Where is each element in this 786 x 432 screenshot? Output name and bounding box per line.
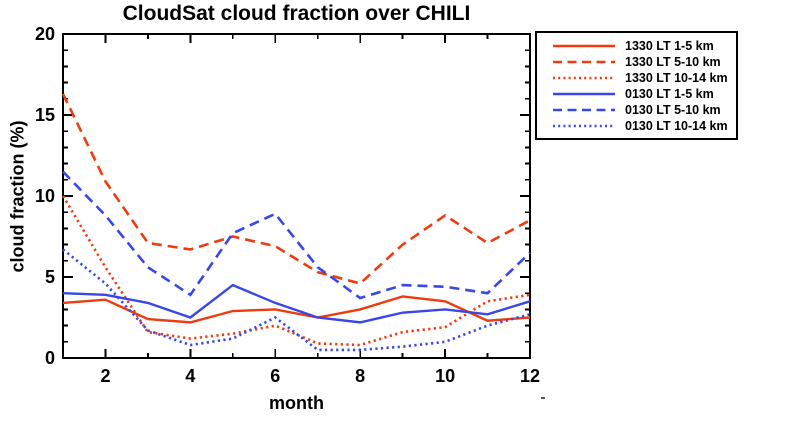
series-line-0 bbox=[62, 295, 531, 324]
legend-item: 1330 LT 10-14 km bbox=[551, 70, 736, 86]
x-tick-label: 4 bbox=[185, 366, 195, 386]
legend-item: 1330 LT 5-10 km bbox=[551, 54, 736, 70]
legend: 1330 LT 1-5 km 1330 LT 5-10 km 1330 LT 1… bbox=[535, 31, 738, 140]
y-tick-label: 15 bbox=[35, 105, 55, 125]
x-tick-label: 2 bbox=[100, 366, 110, 386]
legend-sample-line bbox=[553, 92, 615, 96]
legend-item: 0130 LT 1-5 km bbox=[551, 86, 736, 102]
legend-label: 0130 LT 1-5 km bbox=[625, 87, 714, 101]
legend-label: 0130 LT 10-14 km bbox=[625, 119, 728, 133]
legend-item: 0130 LT 10-14 km bbox=[551, 118, 736, 134]
legend-label: 1330 LT 5-10 km bbox=[625, 55, 721, 69]
y-tick-label: 0 bbox=[45, 348, 55, 368]
stray-mark bbox=[541, 397, 545, 399]
series-line-4 bbox=[62, 170, 531, 300]
legend-sample-line bbox=[553, 124, 615, 128]
axis-ticks bbox=[62, 33, 531, 359]
series-line-1 bbox=[61, 93, 531, 285]
legend-item: 0130 LT 5-10 km bbox=[551, 102, 736, 118]
legend-label: 1330 LT 10-14 km bbox=[625, 71, 728, 85]
series-line-2 bbox=[61, 195, 531, 347]
x-tick-label: 10 bbox=[435, 366, 455, 386]
legend-sample-line bbox=[553, 76, 615, 80]
legend-label: 0130 LT 5-10 km bbox=[625, 103, 721, 117]
x-tick-label: 8 bbox=[355, 366, 365, 386]
series-line-3 bbox=[62, 283, 531, 324]
legend-sample-line bbox=[553, 108, 615, 112]
x-tick-label: 12 bbox=[520, 366, 540, 386]
y-tick-label: 20 bbox=[35, 24, 55, 44]
tick-labels: 2 4 6 8 10 12 0 5 10 15 20 bbox=[35, 24, 540, 386]
x-tick-label: 6 bbox=[270, 366, 280, 386]
chart-title: CloudSat cloud fraction over CHILI bbox=[122, 2, 471, 25]
legend-item: 1330 LT 1-5 km bbox=[551, 38, 736, 54]
y-tick-label: 5 bbox=[45, 267, 55, 287]
series-line-5 bbox=[62, 248, 531, 352]
legend-sample-line bbox=[553, 44, 615, 48]
legend-label: 1330 LT 1-5 km bbox=[625, 39, 714, 53]
x-axis-label: month bbox=[269, 393, 324, 413]
y-tick-label: 10 bbox=[35, 186, 55, 206]
legend-sample-line bbox=[553, 60, 615, 64]
